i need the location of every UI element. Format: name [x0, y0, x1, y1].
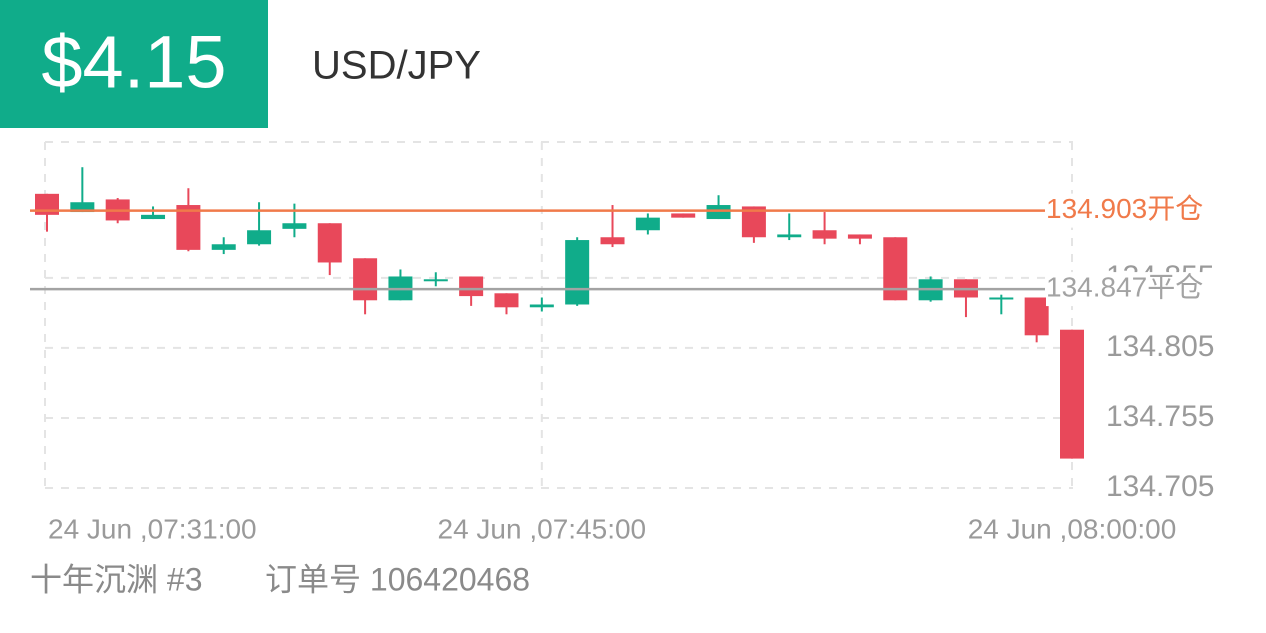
candle-body: [812, 230, 837, 239]
y-tick-label: 134.705: [1106, 470, 1214, 503]
candle-body: [529, 304, 554, 308]
candle-body: [671, 213, 696, 218]
candle-body: [211, 244, 236, 250]
candle-body: [883, 237, 908, 301]
candle-body: [282, 223, 307, 229]
candle-body: [1024, 297, 1049, 336]
candle-body: [176, 205, 201, 250]
user: 十年沉渊 #3: [30, 561, 203, 597]
candle-body: [459, 276, 484, 297]
candle-body: [565, 240, 590, 305]
position-label: 134.903开仓: [1046, 193, 1203, 224]
position-label-bg: [1046, 272, 1226, 307]
candle-body: [635, 217, 660, 231]
candle-body: [317, 223, 342, 263]
symbol: USD/JPY: [312, 44, 481, 88]
profit: $4.15: [41, 21, 226, 104]
candle-body: [1060, 329, 1084, 459]
x-tick-label: 24 Jun ,08:00:00: [968, 513, 1177, 544]
candle-body: [600, 237, 625, 245]
candle-body: [989, 297, 1014, 300]
candle-body: [423, 279, 448, 282]
candle-body: [706, 205, 731, 220]
position-label: 134.847平仓: [1046, 271, 1203, 302]
candle-body: [141, 214, 166, 220]
x-tick-label: 24 Jun ,07:31:00: [48, 513, 257, 544]
candle-body: [494, 293, 519, 308]
y-tick-label: 134.755: [1106, 400, 1214, 433]
profit-badge: [0, 0, 268, 128]
candle-body: [777, 234, 802, 238]
candle-body: [847, 234, 872, 239]
x-tick-label: 24 Jun ,07:45:00: [438, 513, 647, 544]
candle-body: [247, 230, 272, 245]
candle-body: [353, 258, 378, 301]
position-label-bg: [1046, 193, 1226, 228]
order-number: 订单号 106420468: [265, 561, 530, 597]
y-tick-label: 134.805: [1106, 330, 1214, 363]
candle-body: [70, 202, 95, 213]
